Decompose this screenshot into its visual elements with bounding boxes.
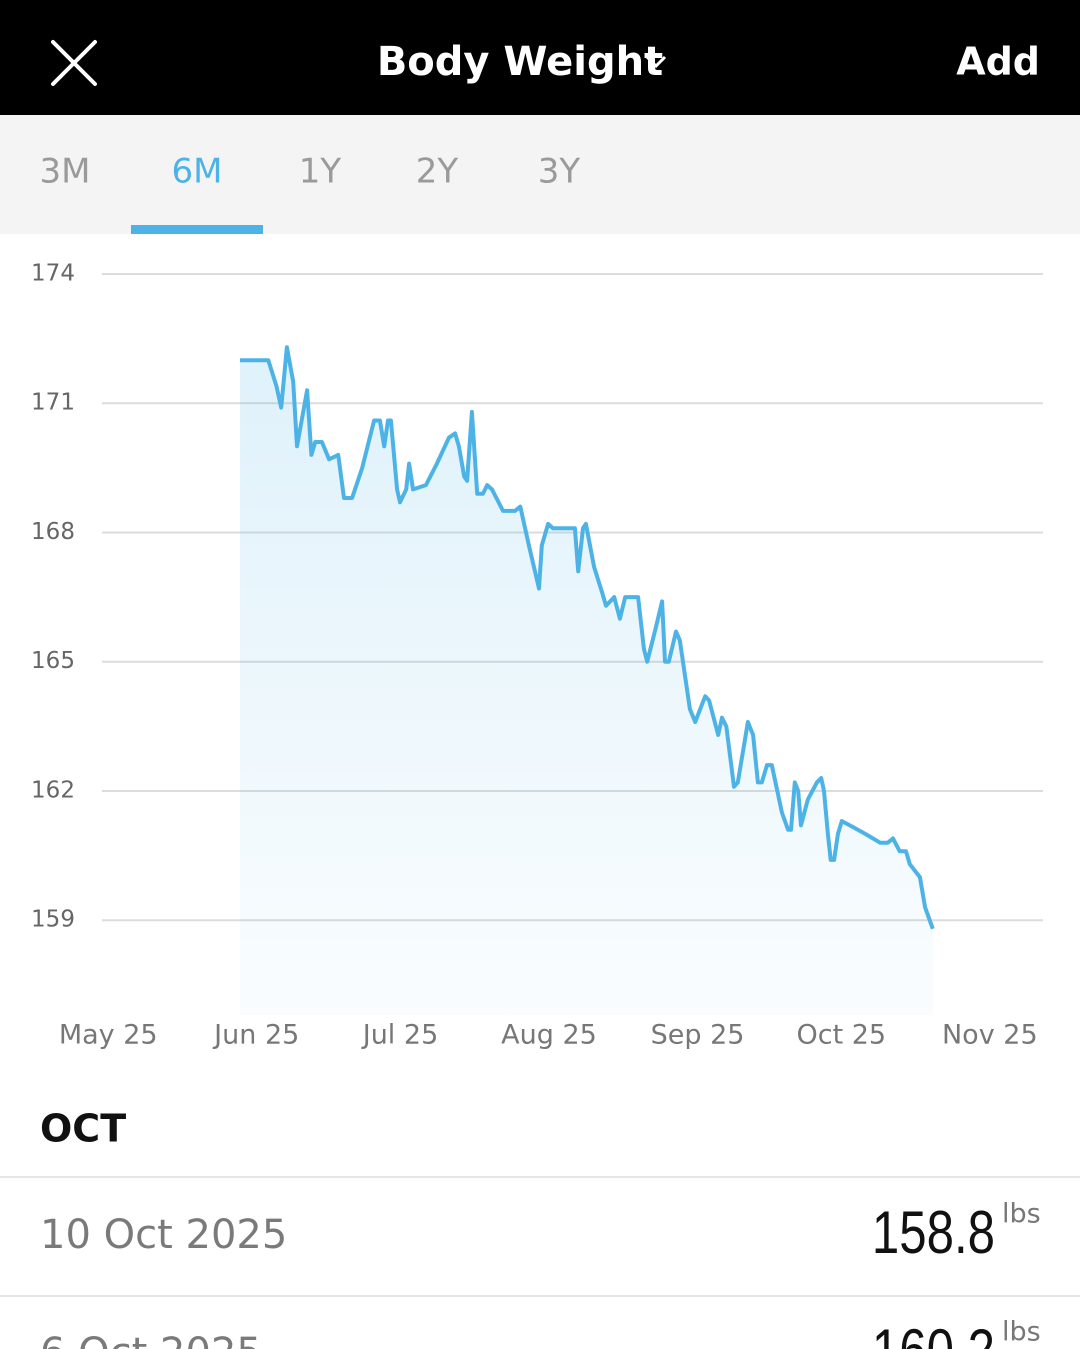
tab[interactable]: 6M <box>172 152 223 192</box>
screen-title[interactable]: Body Weight <box>377 39 663 85</box>
close-icon[interactable] <box>51 40 97 86</box>
close-button[interactable] <box>51 40 97 86</box>
x-tick-label: Jun 25 <box>212 1020 299 1051</box>
chart: 159 162 165 168 171 174 May 25 Jun 25 Jul 25 Aug … <box>31 261 1043 1051</box>
entry-date[interactable]: 6 Oct 2025 <box>40 1330 262 1349</box>
tabs: 3M 6M 1Y 2Y 3Y <box>40 152 581 234</box>
tab[interactable]: 2Y <box>416 152 459 192</box>
tab[interactable]: 3Y <box>538 152 581 192</box>
entry-unit[interactable]: lbs <box>1002 1317 1041 1348</box>
weight-line <box>240 345 935 930</box>
section-header: OCT <box>40 1107 126 1151</box>
tab[interactable]: 1Y <box>299 152 342 192</box>
y-tick-label: 159 <box>31 907 75 933</box>
x-tick-label: May 25 <box>59 1020 158 1051</box>
entry-date[interactable]: 10 Oct 2025 <box>40 1212 287 1258</box>
x-tick-label: Nov 25 <box>942 1020 1038 1051</box>
x-tick-label: Jul 25 <box>361 1020 439 1051</box>
title-chevron[interactable] <box>645 55 667 69</box>
y-tick-label: 168 <box>31 519 75 545</box>
tab-indicator <box>131 225 263 234</box>
entry-unit[interactable]: lbs <box>1002 1199 1041 1230</box>
y-tick-label: 162 <box>31 777 75 803</box>
top-bar <box>0 0 1080 115</box>
tab-bar <box>0 115 1080 234</box>
x-tick-label: Aug 25 <box>501 1020 597 1051</box>
x-tick-label: Oct 25 <box>796 1020 886 1051</box>
entry-value[interactable]: 160.2 <box>872 1316 995 1349</box>
y-tick-label: 171 <box>31 390 75 416</box>
x-tick-label: Sep 25 <box>651 1020 745 1051</box>
y-tick-label: 165 <box>31 648 75 674</box>
add-button[interactable]: Add <box>956 40 1040 84</box>
area-fill <box>240 347 933 1015</box>
tab[interactable]: 3M <box>40 152 91 192</box>
y-tick-label: 174 <box>31 261 75 287</box>
entry-value[interactable]: 158.8 <box>872 1198 995 1266</box>
